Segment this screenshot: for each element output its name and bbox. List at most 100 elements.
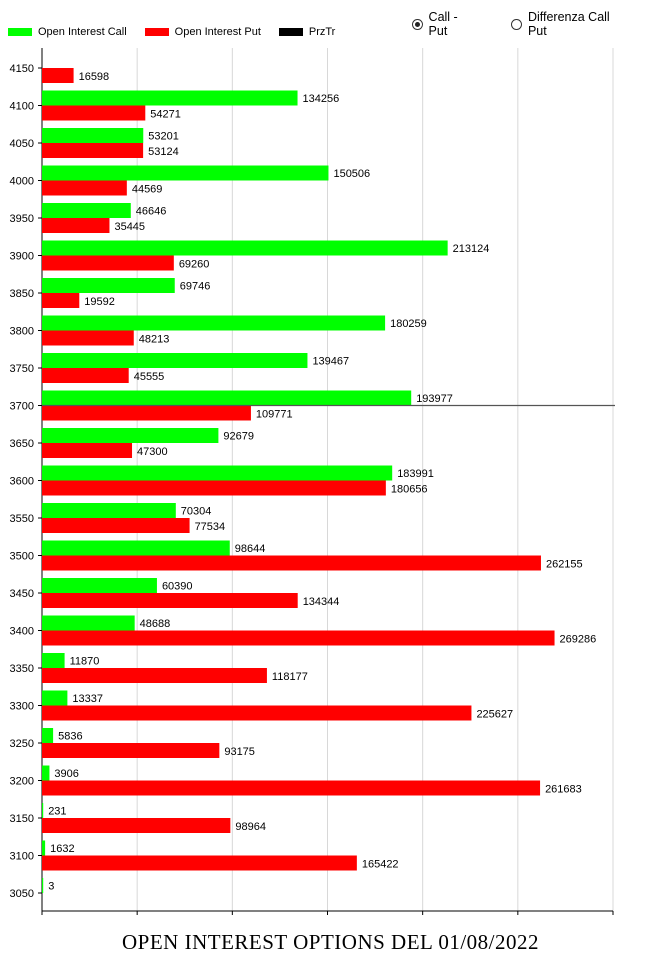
bar-call (42, 503, 176, 518)
bar-call (42, 465, 393, 481)
data-label-put: 53124 (148, 146, 179, 158)
bar-put (42, 705, 472, 721)
bar-put (42, 180, 127, 196)
data-label-put: 35445 (114, 221, 145, 233)
data-label-put: 261683 (545, 784, 582, 796)
data-label-call: 1632 (50, 843, 74, 855)
y-tick-label: 4050 (10, 138, 34, 150)
bar-put (42, 218, 110, 233)
bar-put (42, 818, 231, 833)
y-tick-label: 3100 (10, 851, 34, 863)
y-tick-label: 3450 (10, 588, 34, 600)
bar-put (42, 668, 267, 683)
data-label-put: 45555 (134, 371, 165, 383)
data-label-put: 98964 (235, 821, 266, 833)
y-tick-label: 3300 (10, 701, 34, 713)
data-label-put: 109771 (256, 409, 293, 421)
bar-put (42, 68, 74, 83)
radio-diff-label: Differenza Call Put (527, 10, 610, 38)
data-label-call: 13337 (72, 693, 103, 705)
bar-call (42, 278, 175, 293)
legend-swatch-call (8, 28, 32, 36)
data-label-call: 3 (48, 881, 54, 893)
bar-call (42, 728, 54, 743)
bar-call (42, 203, 131, 218)
data-label-call: 48688 (140, 618, 171, 630)
data-label-call: 231 (48, 806, 66, 818)
bar-call (42, 840, 46, 856)
y-tick-label: 3500 (10, 551, 34, 563)
chart-legend: Open Interest Call Open Interest Put Prz… (8, 24, 353, 40)
footer-title: OPEN INTEREST OPTIONS DEL 01/08/2022 (122, 930, 539, 954)
data-label-call: 193977 (416, 393, 453, 405)
data-label-call: 134256 (303, 93, 340, 105)
bar-call (42, 540, 230, 556)
data-label-call: 213124 (453, 243, 490, 255)
bar-put (42, 443, 133, 458)
y-tick-label: 3600 (10, 476, 34, 488)
data-label-put: 77534 (195, 521, 226, 533)
data-label-call: 69746 (180, 281, 211, 293)
y-tick-label: 3200 (10, 776, 34, 788)
bar-call (42, 765, 50, 781)
y-tick-label: 4150 (10, 63, 34, 75)
bar-call (42, 315, 386, 331)
radio-call-put-indicator[interactable] (412, 18, 423, 30)
y-tick-label: 3700 (10, 401, 34, 413)
legend-label-price: PrzTr (308, 26, 336, 38)
bar-call (42, 878, 44, 893)
data-label-call: 53201 (148, 131, 179, 143)
radio-call-put[interactable]: Call - Put (412, 10, 477, 38)
legend-item-price: PrzTr (278, 26, 336, 38)
bar-call (42, 390, 412, 406)
y-tick-label: 3650 (10, 438, 34, 450)
bar-put (42, 293, 80, 308)
bar-put (42, 368, 129, 383)
y-tick-label: 4100 (10, 101, 34, 113)
bar-call (42, 578, 157, 593)
bar-call (42, 90, 298, 106)
bar-call (42, 165, 329, 181)
bar-put (42, 855, 357, 871)
data-label-call: 183991 (397, 468, 434, 480)
bar-call (42, 240, 448, 256)
data-label-put: 69260 (179, 259, 210, 271)
data-label-put: 19592 (84, 296, 115, 308)
data-label-put: 225627 (476, 709, 513, 721)
y-tick-label: 3400 (10, 626, 34, 638)
data-label-call: 70304 (181, 506, 212, 518)
y-tick-label: 4000 (10, 176, 34, 188)
bar-call (42, 690, 68, 706)
data-label-call: 150506 (333, 168, 370, 180)
bar-put (42, 518, 190, 533)
bar-put (42, 330, 134, 346)
bar-call (42, 803, 44, 818)
legend-item-put: Open Interest Put (144, 26, 261, 38)
legend-swatch-put (144, 28, 169, 36)
bar-call (42, 653, 65, 668)
bar-put (42, 743, 220, 758)
data-label-call: 92679 (223, 431, 254, 443)
y-tick-label: 3050 (10, 888, 34, 900)
bar-call (42, 428, 219, 443)
bar-put (42, 630, 555, 646)
y-tick-label: 3850 (10, 288, 34, 300)
legend-label-call: Open Interest Call (38, 26, 127, 38)
bar-put (42, 405, 251, 421)
bar-put (42, 255, 174, 271)
radio-diff[interactable]: Differenza Call Put (511, 10, 627, 38)
data-label-put: 48213 (139, 334, 170, 346)
data-label-put: 165422 (362, 859, 399, 871)
view-mode-radio-group: Call - Put Differenza Call Put (412, 10, 661, 38)
y-tick-label: 3950 (10, 213, 34, 225)
y-tick-label: 3250 (10, 738, 34, 750)
y-tick-label: 3800 (10, 326, 34, 338)
y-tick-label: 3150 (10, 813, 34, 825)
bar-put (42, 105, 146, 121)
bar-put (42, 593, 298, 608)
y-tick-label: 3750 (10, 363, 34, 375)
data-label-put: 180656 (391, 484, 428, 496)
radio-diff-indicator[interactable] (511, 18, 522, 30)
bar-put (42, 480, 386, 496)
data-label-put: 262155 (546, 559, 583, 571)
